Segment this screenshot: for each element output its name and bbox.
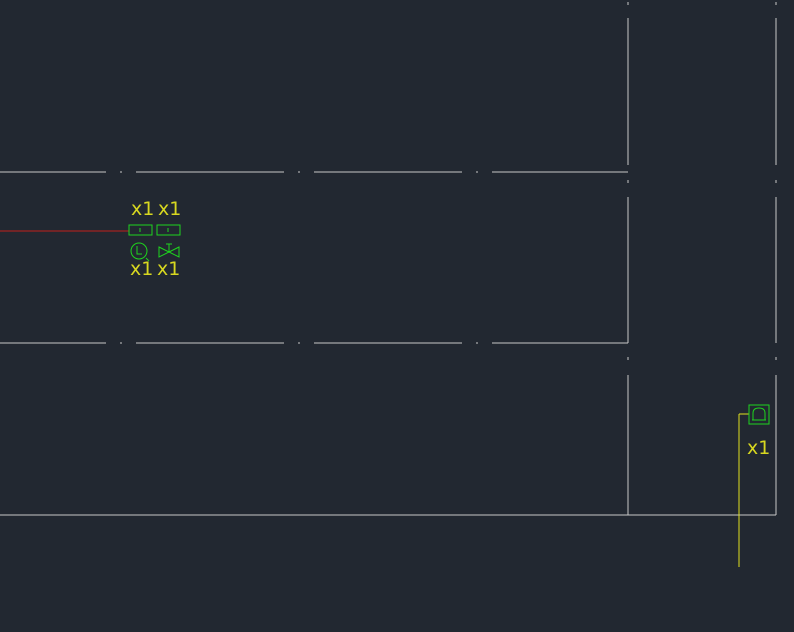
label-top-left: x1 (131, 198, 154, 220)
equipment-box-icon[interactable] (128, 224, 153, 236)
label-bottom-right: x1 (157, 258, 180, 280)
level-gauge-icon[interactable] (130, 242, 150, 262)
valve-icon[interactable] (158, 243, 180, 258)
equipment-group[interactable] (128, 224, 181, 262)
walls-layer (0, 2, 777, 516)
equipment-box-icon[interactable] (156, 224, 181, 236)
label-device: x1 (747, 437, 770, 459)
label-top-right: x1 (158, 198, 181, 220)
drain-trap-icon[interactable] (748, 404, 770, 425)
label-bottom-left: x1 (130, 258, 153, 280)
